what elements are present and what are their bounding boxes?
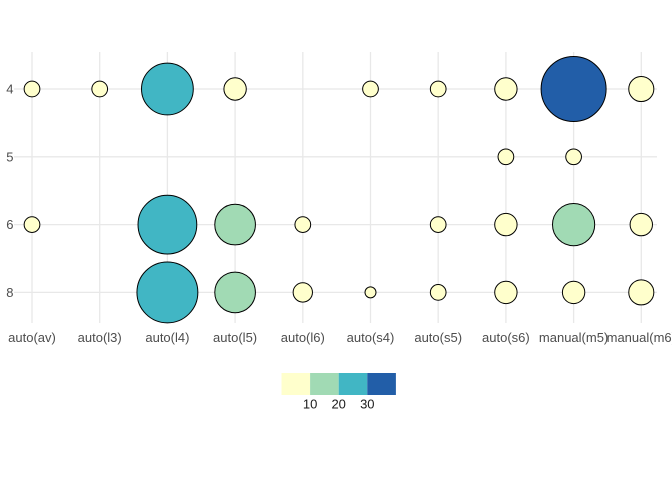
bubble-auto-l5-cyl-8 bbox=[214, 271, 256, 314]
bubble-manual-m5-cyl-6 bbox=[551, 202, 596, 247]
y-tick-label-4: 4 bbox=[6, 82, 13, 97]
x-tick-label-manual-m5: manual(m5) bbox=[539, 330, 608, 345]
x-tick-label-auto-l4: auto(l4) bbox=[145, 330, 189, 345]
bubble-auto-s4-cyl-4 bbox=[362, 80, 379, 98]
bubble-manual-m5-cyl-8 bbox=[561, 280, 586, 305]
color-legend: 10 20 30 bbox=[281, 373, 396, 412]
bubble-manual-m6-cyl-4 bbox=[628, 75, 655, 103]
y-tick-label-5: 5 bbox=[6, 149, 13, 164]
bubble-auto-s5-cyl-8 bbox=[429, 284, 447, 301]
bubble-auto-l4-cyl-8 bbox=[136, 261, 199, 324]
legend-tick-label-10: 10 bbox=[303, 397, 317, 412]
x-tick-label-auto-s5: auto(s5) bbox=[414, 330, 462, 345]
bubble-auto-l6-cyl-8 bbox=[292, 282, 313, 303]
bubble-manual-m5-cyl-5 bbox=[565, 148, 582, 166]
legend-swatch-1 bbox=[281, 373, 311, 395]
bubble-manual-m6-cyl-6 bbox=[629, 212, 653, 237]
x-tick-label-auto-l6: auto(l6) bbox=[281, 330, 325, 345]
bubble-auto-s4-cyl-8 bbox=[364, 286, 377, 299]
x-axis-labels: auto(av) auto(l3) auto(l4) auto(l5) auto(l6)… bbox=[8, 330, 672, 345]
bubble-auto-av-cyl-4 bbox=[23, 80, 41, 98]
bubble-manual-m6-cyl-8 bbox=[628, 279, 655, 306]
bubble-auto-av-cyl-6 bbox=[23, 216, 41, 233]
legend-tick-label-30: 30 bbox=[360, 397, 374, 412]
x-tick-label-auto-l3: auto(l3) bbox=[78, 330, 122, 345]
bubble-auto-l4-cyl-4 bbox=[141, 62, 194, 116]
bubble-auto-s6-cyl-8 bbox=[494, 280, 518, 305]
x-tick-label-auto-s6: auto(s6) bbox=[482, 330, 530, 345]
x-tick-label-auto-av: auto(av) bbox=[8, 330, 56, 345]
legend-swatch-4 bbox=[367, 373, 396, 395]
x-tick-label-auto-s4: auto(s4) bbox=[347, 330, 395, 345]
bubble-auto-l4-cyl-6 bbox=[137, 194, 198, 255]
y-axis-labels: 4 5 6 8 bbox=[6, 82, 13, 300]
y-tick-label-8: 8 bbox=[6, 285, 13, 300]
bubble-auto-s5-cyl-4 bbox=[429, 80, 447, 98]
bubble-auto-l5-cyl-6 bbox=[214, 203, 256, 246]
legend-tick-label-20: 20 bbox=[331, 397, 345, 412]
bubble-auto-s6-cyl-5 bbox=[497, 148, 515, 166]
bubble-auto-l5-cyl-4 bbox=[223, 77, 247, 101]
bubble-auto-s5-cyl-6 bbox=[429, 216, 447, 233]
bubble-auto-s6-cyl-6 bbox=[494, 212, 518, 237]
legend-swatch-3 bbox=[338, 373, 368, 395]
legend-swatch-2 bbox=[310, 373, 339, 395]
bubble-layer bbox=[23, 56, 655, 324]
bubble-manual-m5-cyl-4 bbox=[540, 56, 607, 122]
x-tick-label-auto-l5: auto(l5) bbox=[213, 330, 257, 345]
y-tick-label-6: 6 bbox=[6, 217, 13, 232]
x-tick-label-manual-m6: manual(m6) bbox=[607, 330, 672, 345]
bubble-auto-l6-cyl-6 bbox=[294, 216, 312, 233]
bubble-auto-l3-cyl-4 bbox=[91, 80, 109, 98]
bubble-auto-s6-cyl-4 bbox=[494, 77, 518, 101]
